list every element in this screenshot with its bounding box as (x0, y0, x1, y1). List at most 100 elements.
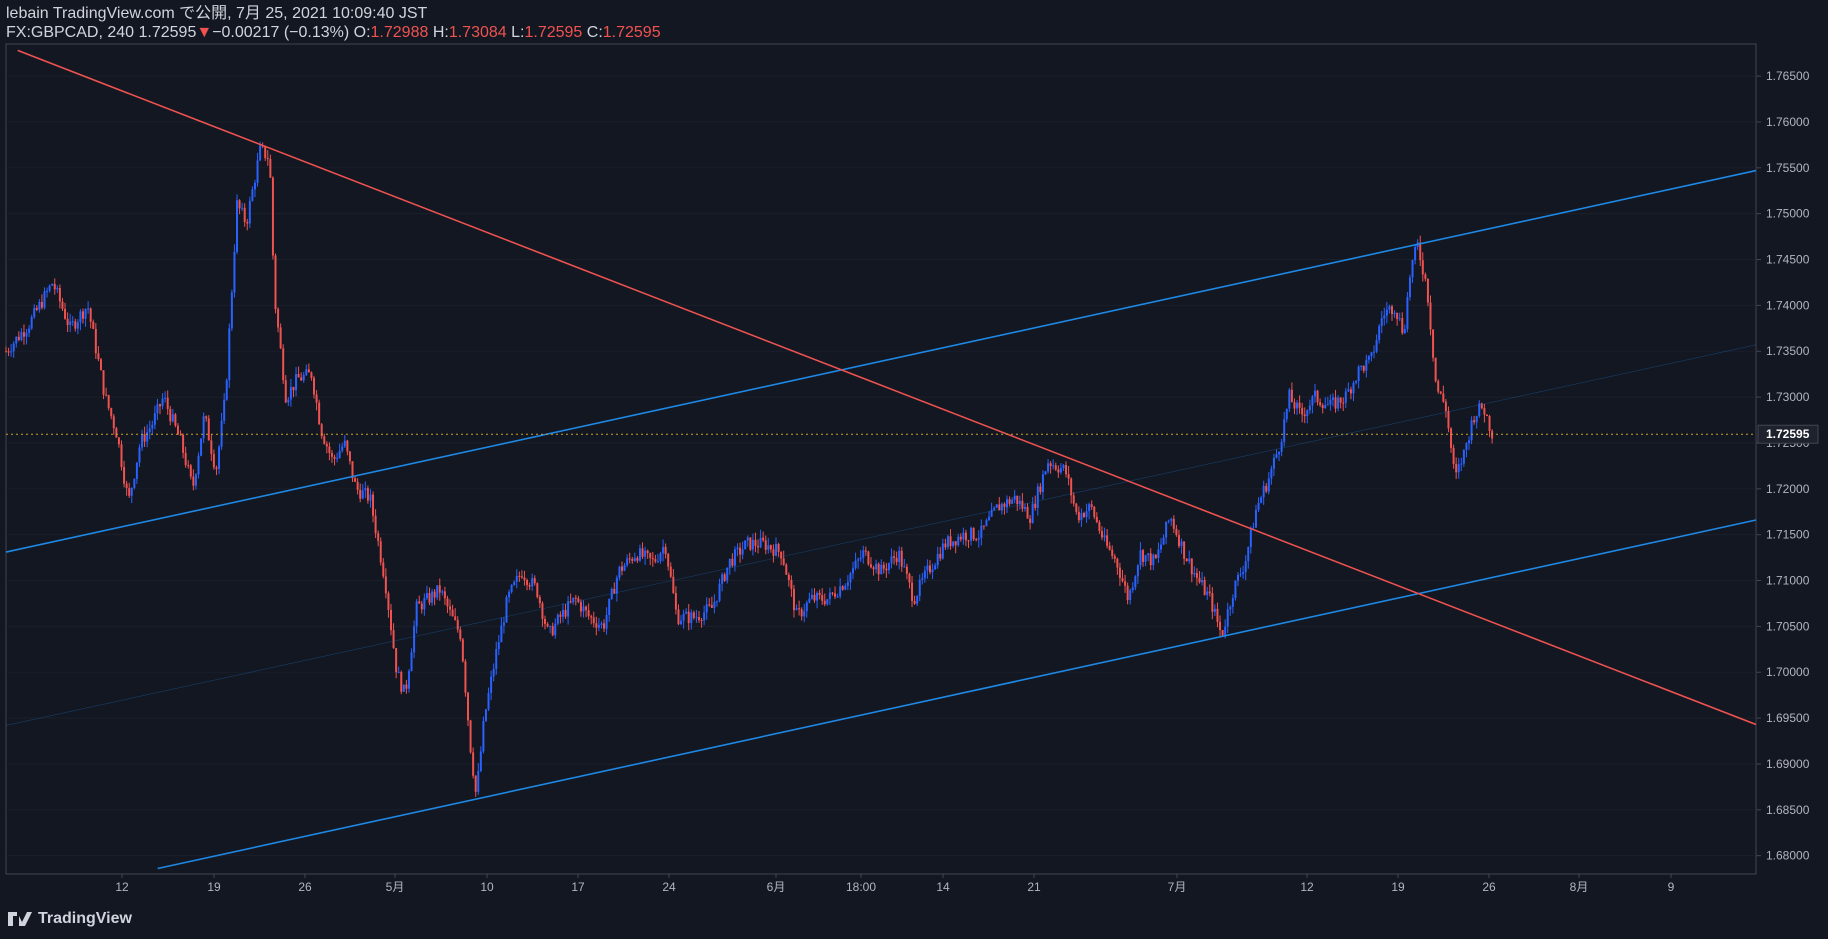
candle-body (708, 604, 711, 606)
candle-body (1303, 414, 1306, 417)
candle-body (171, 414, 174, 422)
candle-body (862, 550, 865, 558)
candle-body (1393, 312, 1396, 314)
candle-body (30, 317, 33, 329)
candle-body (700, 620, 703, 622)
candle-body (1319, 402, 1322, 406)
candle-body (194, 474, 197, 486)
candle-body (115, 428, 118, 438)
candle-body (266, 158, 269, 160)
symbol-label[interactable]: FX:GBPCAD, 240 (6, 24, 135, 41)
time-axis[interactable]: 12 19 26 5月 10 17 24 6月 18:00 14 21 7月 12 19 26 8月 9 (115, 874, 1675, 894)
candle-body (1195, 573, 1198, 578)
candle-body (618, 566, 621, 578)
candle-body (574, 597, 577, 599)
candle-body (1000, 503, 1003, 511)
candle-body (112, 416, 115, 429)
candle-body (461, 639, 464, 662)
candle-body (508, 591, 511, 598)
candle-body (1280, 441, 1283, 452)
candle-body (1483, 408, 1486, 415)
candle-body (1429, 302, 1432, 330)
candle-body (1213, 608, 1216, 612)
candle-body (161, 398, 164, 407)
downtrend-line[interactable] (17, 49, 1757, 726)
x-tick-label: 10 (480, 880, 494, 894)
candle-body (841, 586, 844, 590)
candle-body (497, 642, 500, 650)
candle-body (626, 558, 629, 566)
x-tick-label: 26 (1482, 880, 1496, 894)
candle-body (338, 450, 341, 458)
candle-body (1111, 549, 1114, 557)
candle-body (1083, 513, 1085, 518)
candle-body (769, 545, 772, 550)
candle-body (1021, 500, 1024, 509)
candle-body (364, 488, 367, 491)
candle-body (58, 288, 61, 302)
price-axis[interactable]: 1.68000 1.68500 1.69000 1.69500 1.70000 1.705… (1756, 69, 1819, 863)
candle-body (1244, 561, 1247, 573)
candle-body (554, 623, 557, 636)
candle-body (423, 598, 426, 610)
candle-body (377, 533, 380, 542)
candle-body (56, 288, 59, 290)
candle-body (1106, 535, 1109, 546)
channel-lower-line[interactable] (157, 519, 1757, 870)
candle-body (1434, 357, 1437, 382)
tradingview-logo[interactable]: TradingView (8, 910, 132, 928)
channel-mid-line[interactable] (5, 344, 1757, 726)
channel-upper-line[interactable] (5, 169, 1757, 553)
candle-body (117, 437, 120, 445)
candle-body (1331, 397, 1334, 400)
candle-body (1180, 541, 1183, 547)
candle-body (1026, 506, 1029, 519)
candle-body (179, 434, 182, 436)
candle-body (631, 558, 634, 561)
candle-body (274, 255, 277, 310)
candle-body (5, 351, 7, 353)
candle-body (397, 672, 400, 674)
candle-body (379, 541, 382, 563)
candle-body (343, 440, 346, 447)
candle-body (1414, 247, 1417, 261)
candle-body (43, 291, 46, 308)
candle-body (135, 462, 138, 479)
candle-body (1290, 389, 1293, 403)
y-tick-label: 1.70000 (1766, 665, 1810, 679)
change-value: −0.00217 (−0.13%) (212, 24, 350, 41)
candle-body (810, 594, 813, 599)
candle-body (1278, 451, 1281, 455)
candle-body (1324, 405, 1327, 409)
candle-body (1444, 401, 1447, 412)
candle-body (946, 536, 949, 548)
candle-body (295, 374, 298, 391)
drawings[interactable] (5, 49, 1757, 870)
candle-body (71, 321, 74, 323)
candle-body (28, 328, 31, 333)
candle-body (1252, 527, 1255, 529)
candle-body (1447, 411, 1450, 429)
candle-body (520, 576, 523, 578)
candle-body (425, 593, 428, 599)
low-label: L: (511, 24, 525, 41)
candle-body (1085, 511, 1088, 518)
candle-body (682, 613, 685, 621)
candle-body (923, 570, 926, 579)
candle-body (767, 545, 770, 550)
candle-body (908, 573, 911, 583)
candle-body (169, 408, 172, 422)
open-label: O: (353, 24, 371, 41)
candle-body (795, 608, 798, 611)
candle-body (441, 591, 444, 593)
candle-body (253, 182, 256, 190)
candle-body (251, 189, 254, 201)
plot-frame (5, 43, 1757, 875)
candle-body (84, 308, 87, 319)
candle-body (677, 609, 680, 625)
candle-body (531, 578, 534, 587)
candle-body (1093, 506, 1096, 517)
candle-body (187, 465, 190, 467)
candle-body (218, 446, 221, 470)
